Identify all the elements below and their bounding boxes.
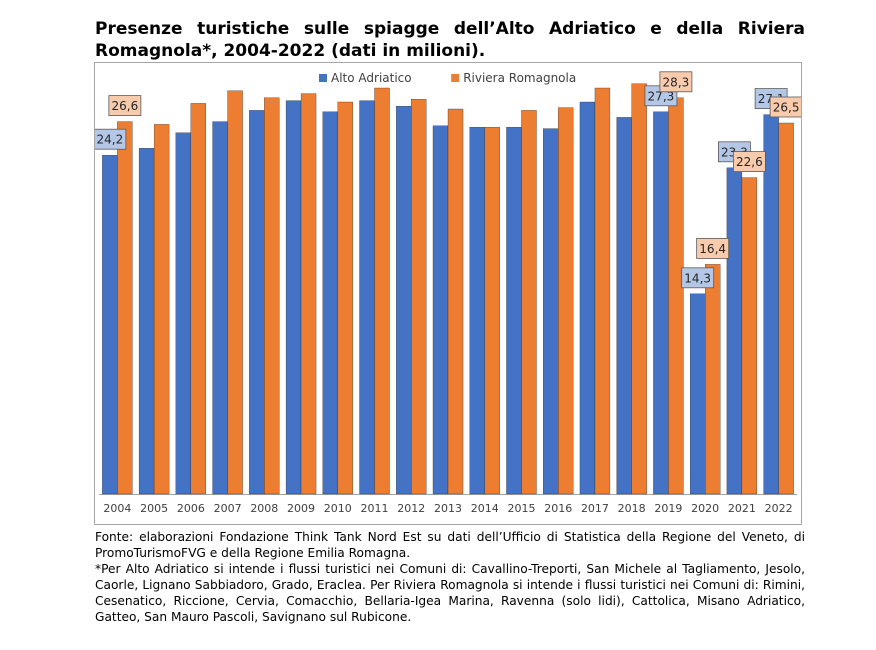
bar-alto-adriatico-2006 bbox=[175, 132, 191, 495]
legend-label-0: Alto Adriatico bbox=[331, 71, 412, 85]
x-tick-label: 2015 bbox=[507, 502, 535, 515]
source-note: Fonte: elaborazioni Fondazione Think Tan… bbox=[95, 530, 805, 560]
bar-alto-adriatico-2021 bbox=[726, 167, 743, 495]
bar-riviera-romagnola-2005 bbox=[153, 124, 170, 495]
x-tick-label: 2004 bbox=[103, 502, 131, 515]
bar-riviera-romagnola-2021 bbox=[741, 177, 758, 495]
chart-area: Alto Adriatico Riviera Romagnola 2004 2005 2… bbox=[94, 62, 802, 525]
data-label-1-2004: 26,6 bbox=[112, 99, 139, 113]
bar-alto-adriatico-2017 bbox=[579, 101, 596, 495]
data-label-box-1-2019 bbox=[659, 71, 693, 93]
x-tick-label: 2021 bbox=[728, 502, 756, 515]
bar-alto-adriatico-2009 bbox=[285, 100, 302, 495]
bar-riviera-romagnola-2006 bbox=[190, 103, 206, 495]
data-label-box-0-2020 bbox=[681, 267, 715, 289]
bar-riviera-romagnola-2009 bbox=[300, 93, 317, 495]
bar-riviera-romagnola-2022 bbox=[778, 122, 794, 495]
chart-title: Presenze turistiche sulle spiagge dell’A… bbox=[95, 19, 805, 61]
x-tick-label: 2006 bbox=[177, 502, 205, 515]
bar-alto-adriatico-2014 bbox=[469, 127, 485, 495]
data-label-1-2020: 16,4 bbox=[699, 242, 726, 256]
data-label-box-1-2020 bbox=[696, 237, 730, 259]
bar-alto-adriatico-2004 bbox=[102, 155, 118, 495]
bar-alto-adriatico-2015 bbox=[506, 127, 522, 495]
data-label-1-2022: 26,5 bbox=[773, 101, 800, 115]
x-tick-label: 2012 bbox=[397, 502, 425, 515]
x-tick-label: 2011 bbox=[361, 502, 389, 515]
bar-riviera-romagnola-2015 bbox=[521, 110, 537, 495]
x-tick-label: 2014 bbox=[471, 502, 499, 515]
data-label-1-2019: 28,3 bbox=[663, 75, 690, 89]
footnotes: Fonte: elaborazioni Fondazione Think Tan… bbox=[95, 529, 805, 625]
x-tick-label: 2020 bbox=[691, 502, 719, 515]
bar-riviera-romagnola-2013 bbox=[447, 108, 464, 495]
x-tick-label: 2010 bbox=[324, 502, 352, 515]
bar-riviera-romagnola-2011 bbox=[374, 87, 390, 495]
bar-riviera-romagnola-2004 bbox=[117, 121, 133, 495]
x-tick-label: 2017 bbox=[581, 502, 609, 515]
bar-alto-adriatico-2020 bbox=[690, 293, 706, 495]
definition-note: *Per Alto Adriatico si intende i flussi … bbox=[95, 562, 805, 624]
bar-riviera-romagnola-2012 bbox=[411, 99, 427, 495]
bar-riviera-romagnola-2014 bbox=[484, 127, 500, 495]
bar-riviera-romagnola-2016 bbox=[558, 107, 574, 495]
data-label-0-2004: 24,2 bbox=[97, 133, 124, 147]
bar-riviera-romagnola-2007 bbox=[227, 90, 243, 495]
x-tick-label: 2009 bbox=[287, 502, 315, 515]
bar-chart: Alto Adriatico Riviera Romagnola 2004 2005 2… bbox=[95, 71, 801, 515]
bar-alto-adriatico-2008 bbox=[249, 110, 265, 495]
data-label-box-0-2004 bbox=[95, 128, 127, 150]
x-tick-label: 2008 bbox=[250, 502, 278, 515]
legend-label-1: Riviera Romagnola bbox=[463, 71, 576, 85]
bar-alto-adriatico-2013 bbox=[432, 125, 449, 495]
bar-riviera-romagnola-2010 bbox=[337, 101, 353, 495]
x-tick-label: 2005 bbox=[140, 502, 168, 515]
bar-alto-adriatico-2007 bbox=[212, 121, 228, 495]
data-label-1-2021: 22,6 bbox=[736, 155, 763, 169]
bar-alto-adriatico-2022 bbox=[763, 114, 779, 495]
bar-riviera-romagnola-2018 bbox=[631, 83, 647, 495]
bar-riviera-romagnola-2017 bbox=[594, 87, 611, 495]
bar-alto-adriatico-2019 bbox=[653, 111, 669, 495]
bar-alto-adriatico-2005 bbox=[138, 148, 155, 495]
legend-swatch-1 bbox=[451, 74, 460, 82]
x-tick-label: 2007 bbox=[214, 502, 242, 515]
x-tick-label: 2013 bbox=[434, 502, 462, 515]
data-label-0-2020: 14,3 bbox=[684, 271, 711, 285]
x-tick-label: 2019 bbox=[654, 502, 682, 515]
x-tick-label: 2016 bbox=[544, 502, 572, 515]
bar-alto-adriatico-2018 bbox=[616, 117, 632, 495]
data-label-box-1-2004 bbox=[108, 95, 142, 116]
bar-alto-adriatico-2012 bbox=[396, 106, 412, 495]
legend-swatch-0 bbox=[319, 74, 327, 82]
bar-riviera-romagnola-2008 bbox=[264, 97, 280, 495]
x-tick-label: 2022 bbox=[765, 502, 793, 515]
bar-riviera-romagnola-2020 bbox=[705, 264, 721, 495]
data-label-box-1-2022 bbox=[769, 96, 801, 118]
bar-alto-adriatico-2016 bbox=[543, 128, 559, 495]
bar-alto-adriatico-2010 bbox=[322, 111, 338, 495]
data-label-box-1-2021 bbox=[732, 151, 766, 172]
x-tick-label: 2018 bbox=[618, 502, 646, 515]
bar-riviera-romagnola-2019 bbox=[668, 97, 684, 495]
bar-alto-adriatico-2011 bbox=[359, 100, 375, 495]
data-label-0-2019: 27,3 bbox=[648, 89, 675, 103]
